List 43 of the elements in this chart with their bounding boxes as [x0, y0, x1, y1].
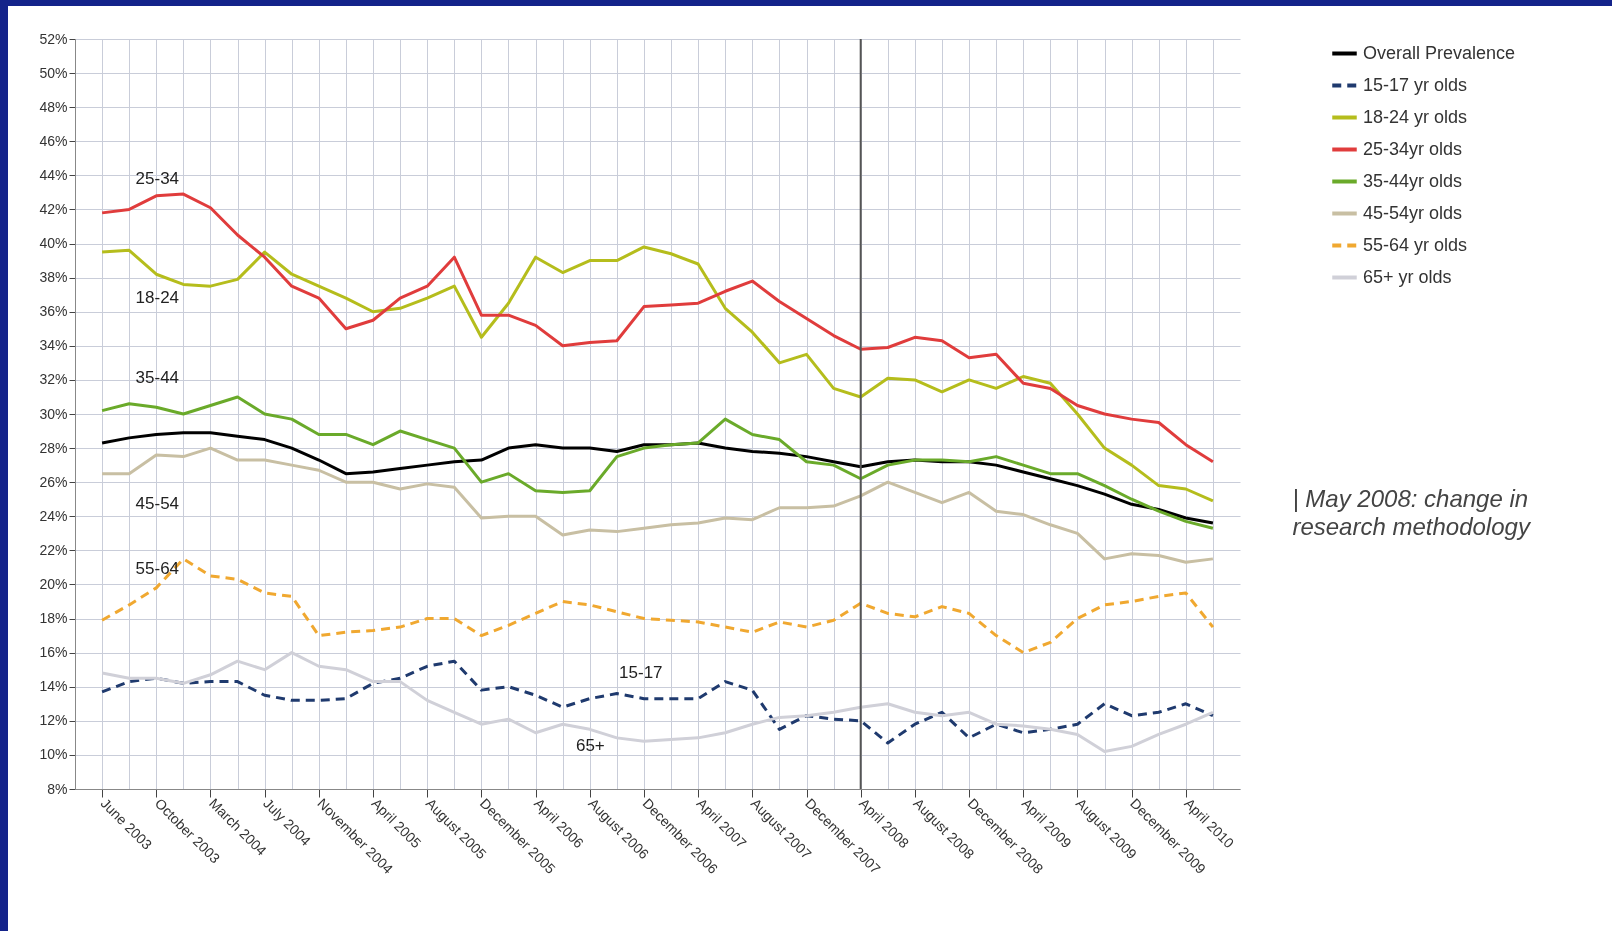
text: | May 2008: change in research methodology [1292, 485, 1532, 541]
annotation: 25-34 [135, 168, 180, 188]
legend-label: Overall Prevalence [1363, 42, 1516, 63]
annotation: 65+ [575, 736, 605, 756]
y-tick-label: 50% [39, 64, 68, 81]
line-series [100, 395, 1215, 530]
y-tick-label: 18% [39, 610, 68, 627]
y-tick-label: 30% [39, 405, 68, 422]
legend-label: 35-44yr olds [1363, 170, 1463, 191]
y-tick-label: 42% [39, 200, 68, 217]
y-tick-label: 16% [39, 644, 68, 661]
y-tick-label: 52% [39, 30, 68, 47]
line-series [100, 446, 1215, 564]
legend-label: 15-17 yr olds [1363, 74, 1468, 95]
legend-label: 55-64 yr olds [1363, 234, 1468, 255]
y-tick-label: 28% [39, 439, 68, 456]
y-tick-label: 8% [47, 780, 68, 797]
y-tick-label: 26% [39, 473, 68, 490]
annotation: 18-24 [135, 287, 180, 307]
y-tick-label: 12% [39, 712, 68, 729]
y-tick-label: 24% [39, 507, 68, 524]
annotation: 35-44 [135, 368, 180, 387]
y-tick-label: 14% [39, 678, 68, 695]
legend-label: 25-34yr olds [1363, 138, 1463, 159]
y-tick-label: 32% [39, 371, 68, 388]
y-tick-label: 44% [39, 166, 68, 183]
y-tick-label: 48% [39, 98, 68, 115]
annotation: 55-64 [135, 559, 180, 579]
y-tick-label: 46% [39, 132, 68, 149]
y-tick-label: 40% [39, 235, 68, 252]
line-series [100, 192, 1215, 464]
y-tick-label: 22% [39, 541, 68, 558]
annotation: 45-54 [135, 494, 180, 513]
y-tick-label: 10% [39, 746, 68, 763]
legend-label: 65+ yr olds [1363, 266, 1452, 287]
y-tick-label: 36% [39, 303, 68, 320]
legend-label: 18-24 yr olds [1363, 106, 1468, 127]
y-tick-label: 38% [39, 269, 68, 286]
legend-label: 45-54yr olds [1363, 202, 1463, 223]
y-tick-label: 20% [39, 575, 68, 592]
y-tick-label: 34% [39, 337, 68, 354]
line-series [100, 557, 1215, 655]
annotation: 15-17 [619, 662, 663, 682]
